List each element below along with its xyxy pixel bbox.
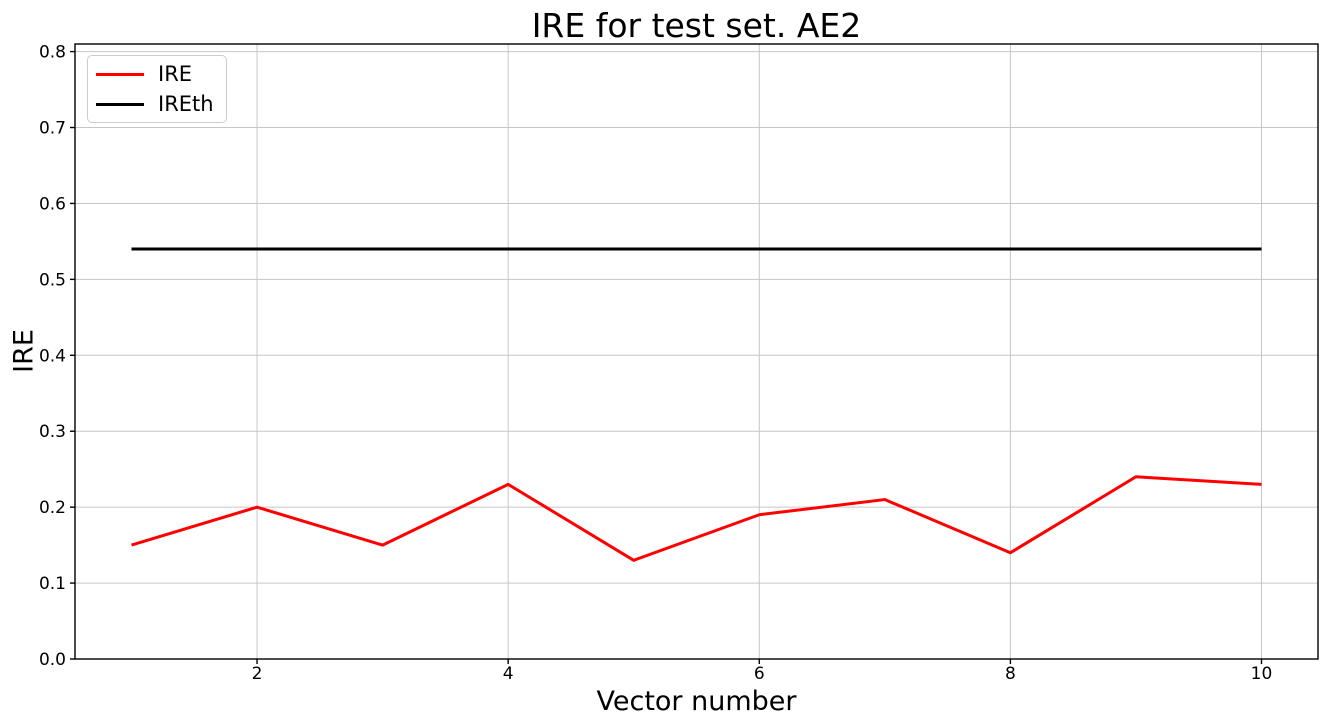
x-tick-label: 6: [754, 664, 765, 684]
legend-entry-ire: IRE: [88, 60, 226, 88]
legend-label-ire: IRE: [158, 61, 193, 86]
x-tick-label: 8: [1005, 664, 1016, 684]
y-tick-label: 0.4: [39, 346, 66, 366]
axes-frame: [74, 43, 1319, 660]
x-tick-label: 4: [503, 664, 514, 684]
y-tick-label: 0.0: [39, 650, 66, 670]
x-axis-label: Vector number: [596, 686, 797, 717]
y-tick-label: 0.5: [39, 270, 66, 290]
chart-title: IRE for test set. AE2: [531, 6, 862, 45]
x-tick-label: 2: [252, 664, 263, 684]
y-tick-label: 0.1: [39, 574, 66, 594]
x-tick-label: 10: [1251, 664, 1273, 684]
legend-line-sample-ire: [96, 72, 144, 76]
y-tick-label: 0.8: [39, 43, 66, 63]
legend-label-ireth: IREth: [158, 91, 214, 116]
y-tick-label: 0.6: [39, 194, 66, 214]
y-tick-label: 0.3: [39, 422, 66, 442]
legend-line-sample-ireth: [96, 102, 144, 106]
series-line-ire: [131, 475, 1262, 562]
legend-entry-ireth: IREth: [88, 90, 226, 118]
y-tick-label: 0.7: [39, 119, 66, 139]
y-tick-label: 0.2: [39, 498, 66, 518]
legend: IRE IREth: [87, 55, 227, 123]
y-axis-label: IRE: [8, 329, 40, 373]
